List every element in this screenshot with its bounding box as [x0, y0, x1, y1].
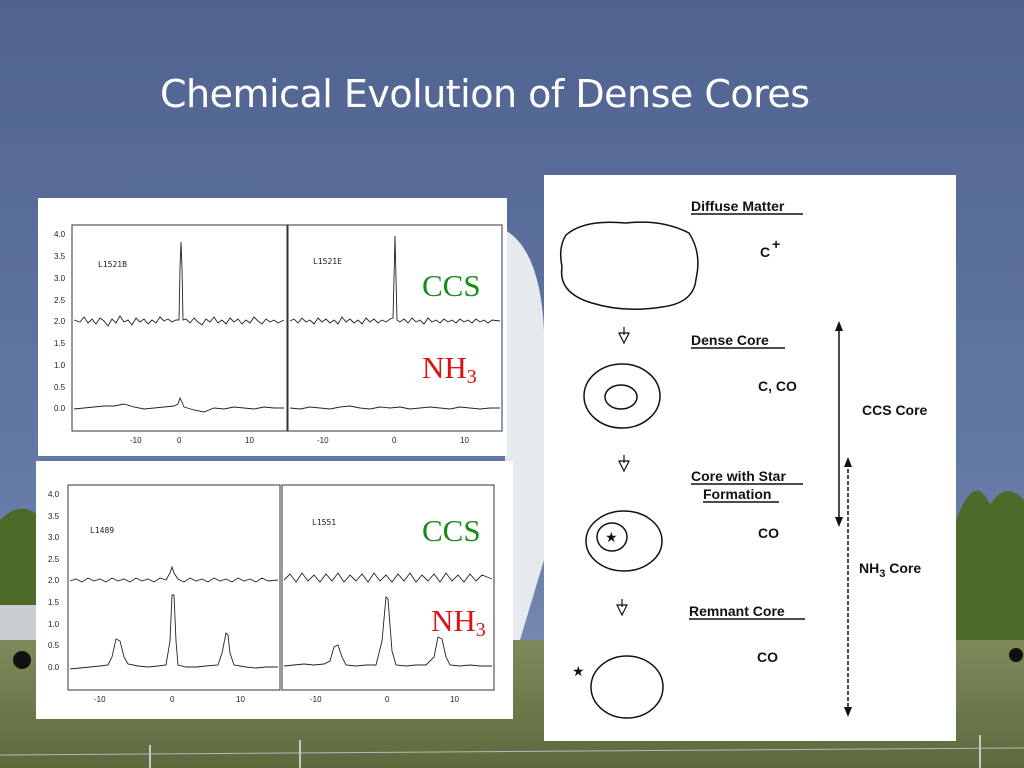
plot-frame-left: [71, 224, 288, 432]
fence: [149, 735, 981, 768]
x-tick: -10: [310, 695, 322, 704]
source-label: L1521B: [98, 260, 127, 269]
spectra-panel-bottom: 4.0 3.5 3.0 2.5 2.0 1.5 1.0 0.5 0.0 -10 …: [36, 461, 513, 719]
building: [0, 605, 36, 645]
y-tick: 1.5: [48, 598, 60, 607]
y-tick: 0.0: [54, 404, 66, 413]
core-outer-contour: [583, 363, 661, 429]
x-tick: 10: [460, 436, 469, 445]
y-tick: 3.5: [48, 512, 60, 521]
stage-core-with-star-formation: Core with Star Formation ★ CO: [585, 468, 803, 572]
star-icon: ★: [572, 663, 585, 679]
hay-bale-right: [1009, 648, 1023, 662]
stage-molecule: CO: [757, 649, 778, 665]
ccs-trace-right: [283, 572, 493, 583]
y-tick: 0.5: [54, 383, 66, 392]
source-label: L1551: [312, 518, 336, 527]
core-inner-contour: [596, 522, 628, 552]
nh3-label: NH3: [431, 603, 486, 641]
stage-molecule: C, CO: [758, 378, 797, 394]
x-tick: 10: [245, 436, 254, 445]
plot-frame-left: [67, 484, 281, 691]
stage-molecule: CO: [758, 525, 779, 541]
y-tick: 0.5: [48, 641, 60, 650]
stage-dense-core: Dense Core C, CO: [583, 332, 797, 429]
y-tick: 3.0: [48, 533, 60, 542]
y-tick: 0.0: [48, 663, 60, 672]
y-tick: 1.5: [54, 339, 66, 348]
nh3-label: NH3: [422, 350, 477, 388]
y-tick: 2.5: [54, 296, 66, 305]
stage-label: Remnant Core: [689, 603, 785, 619]
evolution-diagram-svg: Diffuse Matter C + Dense Core C, CO: [559, 198, 928, 719]
slide-title: Chemical Evolution of Dense Cores: [160, 72, 810, 116]
x-tick: -10: [317, 436, 329, 445]
stage-label: Diffuse Matter: [691, 198, 785, 214]
spectra-plot-bottom: 4.0 3.5 3.0 2.5 2.0 1.5 1.0 0.5 0.0 -10 …: [48, 484, 495, 704]
nh3-trace-right: [289, 405, 500, 410]
y-tick: 2.0: [48, 576, 60, 585]
y-tick: 3.5: [54, 252, 66, 261]
x-tick: 0: [177, 436, 182, 445]
star-icon: ★: [605, 529, 618, 545]
y-tick: 1.0: [48, 620, 60, 629]
stage-molecule: C: [760, 244, 770, 260]
evolution-diagram: Diffuse Matter C + Dense Core C, CO: [544, 175, 956, 741]
x-tick: 10: [450, 695, 459, 704]
hay-bale: [13, 651, 31, 669]
nh3-trace-left: [69, 594, 278, 670]
ccs-trace-right: [289, 235, 501, 325]
x-tick: 0: [170, 695, 175, 704]
ccs-core-label: CCS Core: [862, 402, 928, 418]
x-axis-ticks: -10 0 10 -10 0 10: [130, 436, 469, 445]
y-axis-ticks: 4.0 3.5 3.0 2.5 2.0 1.5 1.0 0.5 0.0: [48, 490, 60, 672]
ccs-core-range: CCS Core: [835, 321, 928, 527]
plot-frame-right: [281, 484, 495, 691]
source-label: L1489: [90, 526, 114, 535]
stage-remnant-core: Remnant Core ★ CO: [572, 603, 805, 719]
core-outer-contour: [585, 510, 663, 572]
nh3-trace-left: [73, 396, 284, 413]
nh3-core-range: NH3 Core: [844, 457, 921, 717]
plot-frame-right: [287, 224, 503, 432]
source-label: L1521E: [313, 257, 342, 266]
remnant-contour: [590, 655, 664, 719]
trees-right: [956, 490, 1024, 650]
stage-diffuse-matter: Diffuse Matter C +: [559, 198, 803, 310]
nh3-trace-right: [283, 596, 492, 667]
core-inner-contour: [604, 384, 638, 410]
y-tick: 4.0: [54, 230, 66, 239]
y-tick: 4.0: [48, 490, 60, 499]
x-tick: 0: [385, 695, 390, 704]
stage-molecule-superscript: +: [772, 236, 780, 252]
ccs-trace-left: [69, 565, 279, 583]
x-tick: -10: [94, 695, 106, 704]
x-tick: -10: [130, 436, 142, 445]
x-tick: 10: [236, 695, 245, 704]
nh3-core-label: NH3 Core: [859, 560, 921, 580]
ccs-label: CCS: [422, 268, 481, 303]
stage-label-line2: Formation: [703, 486, 771, 502]
spectra-plot-top: 4.0 3.5 3.0 2.5 2.0 1.5 1.0 0.5 0.0 -10 …: [54, 224, 503, 445]
diffuse-cloud-shape: [559, 221, 699, 310]
ccs-trace-left: [73, 241, 285, 327]
ccs-label: CCS: [422, 513, 481, 548]
x-axis-ticks: -10 0 10 -10 0 10: [94, 695, 459, 704]
stage-label-line1: Core with Star: [691, 468, 786, 484]
y-tick: 2.5: [48, 555, 60, 564]
y-tick: 1.0: [54, 361, 66, 370]
spectra-panel-top: 4.0 3.5 3.0 2.5 2.0 1.5 1.0 0.5 0.0 -10 …: [38, 198, 507, 456]
y-tick: 3.0: [54, 274, 66, 283]
y-axis-ticks: 4.0 3.5 3.0 2.5 2.0 1.5 1.0 0.5 0.0: [54, 230, 66, 413]
antenna-dish: [505, 230, 544, 640]
stage-label: Dense Core: [691, 332, 769, 348]
y-tick: 2.0: [54, 317, 66, 326]
x-tick: 0: [392, 436, 397, 445]
